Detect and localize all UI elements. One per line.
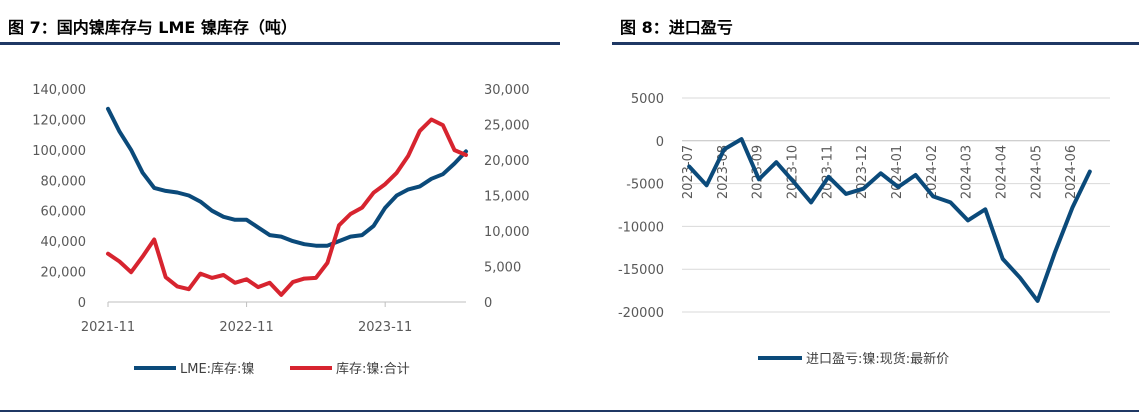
y-left-tick-label: 120,000: [32, 113, 86, 128]
inventory-chart: 0 20,000 40,000 60,000 80,000 100,000 120,000 1…: [32, 83, 530, 377]
y-right-tick-label: 30,000: [484, 83, 530, 98]
x-tick-label: 2021-11: [81, 320, 135, 335]
x-tick-label: 2023-10: [786, 145, 801, 199]
x-tick-label: 2023-11: [820, 145, 835, 199]
y-right-tick-label: 20,000: [484, 154, 530, 169]
x-tick-label: 2023-09: [751, 145, 766, 199]
x-tick-label: 2024-03: [960, 145, 975, 199]
series-group: [106, 106, 468, 297]
x-tick-label: 2024-06: [1064, 145, 1079, 199]
legend-label: LME:库存:镍: [180, 361, 254, 377]
domestic-nickel-stock-line: [106, 117, 468, 297]
x-tick-label: 2024-05: [1029, 145, 1044, 199]
x-axis: 2021-11 2022-11 2023-11: [81, 302, 412, 335]
y-axis: 5000 0 -5000 -10000 -15000 -20000: [618, 92, 664, 321]
y-left-tick-label: 40,000: [41, 235, 87, 250]
x-tick-label: 2024-04: [995, 145, 1010, 199]
y-tick-label: -15000: [618, 263, 664, 278]
figure-7-rule: [0, 42, 560, 45]
y-left-tick-label: 80,000: [41, 174, 87, 189]
y-right-tick-label: 0: [484, 296, 492, 311]
x-tick-label: 2023-11: [358, 320, 412, 335]
x-tick-label: 2022-11: [219, 320, 273, 335]
x-tick-label: 2023-07: [681, 145, 696, 199]
import-profit-chart: 5000 0 -5000 -10000 -15000 -20000 2023-07 2023…: [618, 92, 1110, 367]
y-left-tick-label: 0: [78, 296, 86, 311]
x-axis: 2023-07 2023-08 2023-09 2023-10 2023-11 2023-…: [681, 145, 1079, 199]
figure-8-title: 图 8：进口盈亏: [620, 18, 733, 37]
y-left-tick-label: 60,000: [41, 205, 87, 220]
y-left-tick-label: 100,000: [32, 144, 86, 159]
y-right-tick-label: 25,000: [484, 119, 530, 134]
x-tick-label: 2024-02: [925, 145, 940, 199]
y-tick-label: -5000: [626, 178, 664, 193]
figure-8-rule: [612, 42, 1139, 45]
y-right-tick-label: 5,000: [484, 261, 521, 276]
lme-nickel-stock-line: [106, 106, 468, 248]
legend: LME:库存:镍 库存:镍:合计: [134, 361, 410, 377]
y-right-tick-label: 10,000: [484, 225, 530, 240]
gridlines: [682, 97, 1110, 313]
x-tick-label: 2024-01: [890, 145, 905, 199]
legend-label: 库存:镍:合计: [336, 361, 410, 377]
legend-label: 进口盈亏:镍:现货:最新价: [806, 351, 949, 367]
right-y-axis: 0 5,000 10,000 15,000 20,000 25,000 30,000: [484, 83, 530, 311]
legend: 进口盈亏:镍:现货:最新价: [758, 351, 949, 367]
y-tick-label: 5000: [631, 92, 664, 107]
series-group: [687, 137, 1092, 303]
y-tick-label: -20000: [618, 306, 664, 321]
y-left-tick-label: 140,000: [32, 83, 86, 98]
y-tick-label: 0: [656, 135, 664, 150]
figure-7-title: 图 7：国内镍库存与 LME 镍库存（吨）: [8, 18, 297, 37]
y-right-tick-label: 15,000: [484, 190, 530, 205]
left-y-axis: 0 20,000 40,000 60,000 80,000 100,000 120,000 1…: [32, 83, 86, 311]
bottom-rule: [0, 410, 1139, 412]
import-profit-line: [687, 137, 1092, 303]
y-tick-label: -10000: [618, 220, 664, 235]
y-left-tick-label: 20,000: [41, 266, 87, 281]
